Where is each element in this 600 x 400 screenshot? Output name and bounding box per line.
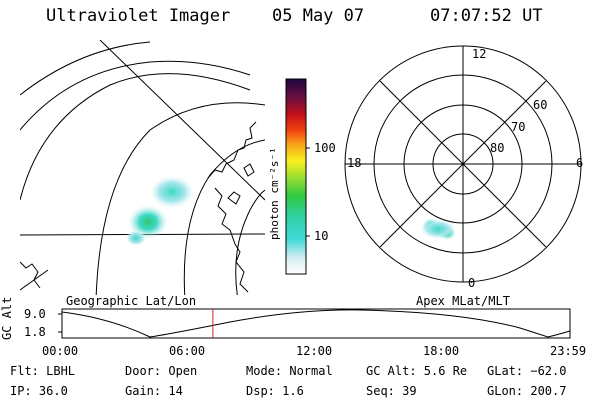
- geographic-map: [20, 40, 265, 295]
- mlt-label-0: 0: [468, 276, 476, 290]
- status-ip: IP: 36.0: [10, 384, 68, 398]
- time-label: 07:07:52 UT: [430, 6, 543, 26]
- polar-plot: [344, 45, 582, 283]
- status-door: Door: Open: [125, 364, 198, 378]
- geographic-caption: Geographic Lat/Lon: [66, 294, 197, 308]
- status-seq: Seq: 39: [366, 384, 417, 398]
- colorbar-unit-label: photon cm⁻²s⁻¹: [268, 147, 281, 240]
- mlat-label-60: 60: [533, 98, 548, 112]
- status-gc-alt: GC Alt: 5.6 Re: [366, 364, 468, 378]
- colorbar-tick-10: 10: [314, 229, 329, 243]
- mlt-label-12: 12: [472, 47, 487, 61]
- colorbar: [285, 78, 310, 275]
- alt-tick-9: 9.0: [24, 307, 46, 321]
- status-mode: Mode: Normal: [246, 364, 333, 378]
- date-label: 05 May 07: [272, 6, 365, 26]
- instrument-title: Ultraviolet Imager: [46, 6, 231, 26]
- mlat-label-80: 80: [490, 141, 505, 155]
- status-filter: Flt: LBHL: [10, 364, 76, 378]
- mlat-label-70: 70: [511, 120, 526, 134]
- time-tick-0000: 00:00: [42, 344, 79, 358]
- time-tick-1200: 12:00: [296, 344, 333, 358]
- time-tick-2359: 23:59: [550, 344, 587, 358]
- time-tick-1800: 18:00: [423, 344, 460, 358]
- status-glat: GLat: −62.0: [487, 364, 567, 378]
- altitude-timeline: [58, 308, 571, 339]
- apex-caption: Apex MLat/MLT: [416, 294, 510, 308]
- status-gain: Gain: 14: [125, 384, 183, 398]
- status-dsp: Dsp: 1.6: [246, 384, 304, 398]
- gc-alt-axis-label: GC Alt: [0, 296, 14, 340]
- colorbar-tick-100: 100: [314, 141, 336, 155]
- time-tick-0600: 06:00: [169, 344, 206, 358]
- mlt-label-18: 18: [347, 156, 362, 170]
- alt-tick-1-8: 1.8: [24, 325, 46, 339]
- status-glon: GLon: 200.7: [487, 384, 567, 398]
- mlt-label-6: 6: [576, 156, 584, 170]
